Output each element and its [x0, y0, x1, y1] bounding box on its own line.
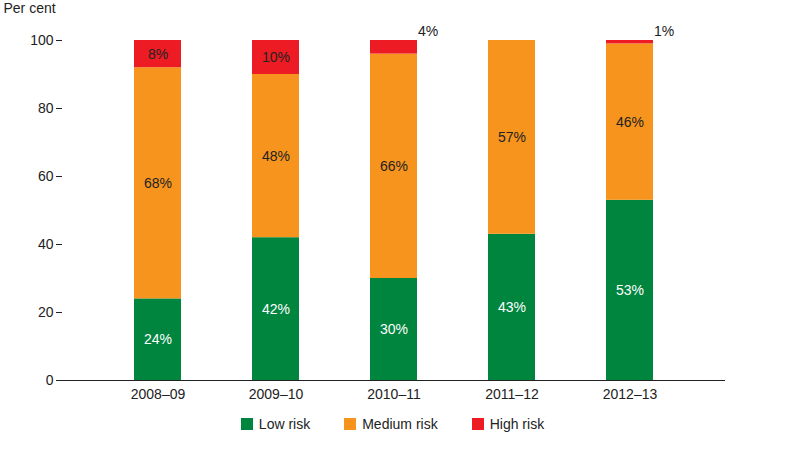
svg-text:2012–13: 2012–13 — [603, 386, 658, 402]
svg-text:8%: 8% — [148, 46, 168, 62]
html-text:Low risk: Low risk — [258, 416, 311, 432]
svg-text:2010–11: 2010–11 — [367, 386, 421, 402]
svg-text:2009–10: 2009–10 — [249, 386, 304, 402]
svg-text:1%: 1% — [654, 23, 674, 39]
svg-text:100: 100 — [30, 32, 54, 48]
svg-text:68%: 68% — [144, 175, 172, 191]
svg-text:0: 0 — [46, 372, 54, 388]
svg-text:2008–09: 2008–09 — [131, 386, 186, 402]
html-text:High risk: High risk — [489, 416, 545, 432]
svg-text:80: 80 — [38, 100, 54, 116]
svg-text:42%: 42% — [262, 301, 290, 317]
svg-text:66%: 66% — [380, 158, 408, 174]
svg-text:40: 40 — [38, 236, 54, 252]
svg-text:4%: 4% — [418, 23, 438, 39]
svg-text:20: 20 — [38, 304, 54, 320]
svg-text:2011–12: 2011–12 — [485, 386, 539, 402]
html-text:Medium risk: Medium risk — [362, 416, 438, 432]
svg-text:24%: 24% — [144, 331, 172, 347]
svg-text:48%: 48% — [262, 148, 290, 164]
svg-text:46%: 46% — [616, 114, 644, 130]
svg-text:10%: 10% — [262, 49, 290, 65]
svg-text:57%: 57% — [498, 129, 526, 145]
svg-text:53%: 53% — [616, 282, 644, 298]
svg-text:Per cent: Per cent — [4, 0, 56, 16]
svg-text:60: 60 — [38, 168, 54, 184]
svg-text:30%: 30% — [380, 321, 408, 337]
svg-text:43%: 43% — [498, 299, 526, 315]
